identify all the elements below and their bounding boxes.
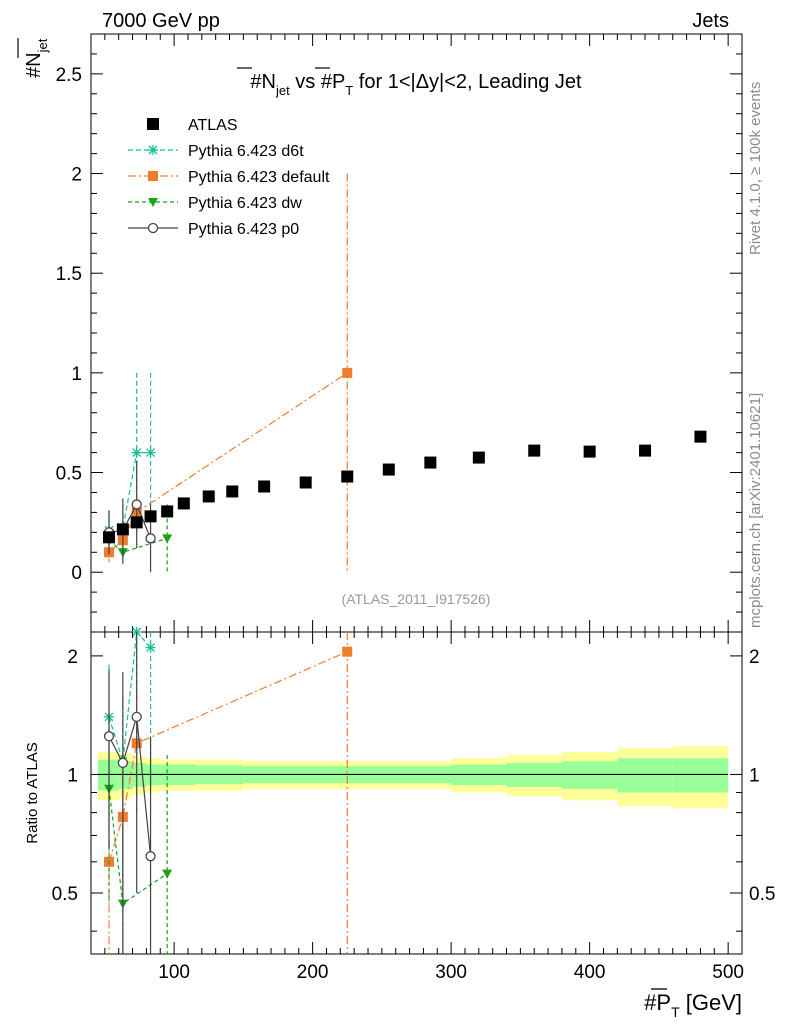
atlas-data-point <box>226 485 239 498</box>
legend-marker <box>148 171 158 181</box>
y-tick-label: 1 <box>71 364 82 385</box>
x-label-part-a: #P <box>644 990 671 1015</box>
atlas-data-point <box>299 476 312 489</box>
x-tick-label: 100 <box>158 962 190 983</box>
atlas-data-point <box>116 523 129 536</box>
x-label-part-b: [GeV] <box>680 990 742 1015</box>
atlas-data-point <box>528 444 541 457</box>
x-tick-label: 300 <box>435 962 467 983</box>
ratio-point <box>145 642 156 653</box>
ratio-plot-area <box>97 627 729 954</box>
atlas-data-point <box>424 456 437 469</box>
ratio-y-tick-label: 0.5 <box>52 884 78 905</box>
ratio-band-stat <box>617 758 673 793</box>
title-part-b: vs #P <box>290 71 346 93</box>
legend-label: Pythia 6.423 default <box>188 169 330 186</box>
atlas-data-point <box>144 510 157 523</box>
ratio-y-tick-label-right: 1 <box>749 765 760 786</box>
atlas-data-point <box>694 430 707 443</box>
atlas-data-point <box>472 451 485 464</box>
atlas-data-point <box>258 480 271 493</box>
legend-marker-atlas <box>147 118 159 130</box>
legend-marker <box>148 198 158 207</box>
legend-label: Pythia 6.423 p0 <box>188 221 299 238</box>
atlas-data-point <box>130 516 143 529</box>
ratio-band-stat <box>97 759 119 791</box>
y-tick-label: 1.5 <box>56 264 82 285</box>
ratio-y-tick-label: 2 <box>67 647 78 668</box>
y-label-sub: jet <box>35 38 50 53</box>
ratio-y-label: Ratio to ATLAS <box>24 742 41 843</box>
series-line <box>108 452 151 531</box>
legend-label: Pythia 6.423 dw <box>188 195 302 212</box>
atlas-data-point <box>639 444 652 457</box>
series-point <box>145 447 156 458</box>
x-axis-label: #PT [GeV] <box>644 990 742 1020</box>
legend-marker <box>147 222 159 234</box>
rivet-label: Rivet 4.1.0, ≥ 100k events <box>747 82 764 255</box>
ratio-series-line <box>108 788 168 905</box>
atlas-data-point <box>177 497 190 510</box>
atlas-data-point <box>161 505 174 518</box>
x-tick-label: 200 <box>297 962 329 983</box>
title-part-a: #N <box>250 71 276 93</box>
x-tick-label: 400 <box>574 962 606 983</box>
ratio-band-stat <box>672 758 729 793</box>
ratio-series-line <box>108 651 348 862</box>
chart-title: #Njet vs #PT for 1<|Δy|<2, Leading Jet <box>250 71 582 98</box>
y-label-part-a: #N <box>23 52 45 78</box>
ratio-point <box>117 757 129 769</box>
legend-label: Pythia 6.423 d6t <box>188 143 304 160</box>
atlas-data-point <box>202 490 215 503</box>
y-tick-label: 2 <box>71 165 82 186</box>
x-tick-label: 500 <box>712 962 744 983</box>
ratio-series-line <box>108 716 152 857</box>
header-left: 7000 GeV pp <box>102 10 220 32</box>
title-sub-b: T <box>345 83 353 98</box>
ratio-point <box>162 869 173 879</box>
ratio-point <box>131 711 142 723</box>
series-point <box>145 533 156 544</box>
atlas-data-point <box>103 531 116 544</box>
series-line <box>108 372 348 553</box>
atlas-data-point <box>382 463 395 476</box>
legend-label: ATLAS <box>188 117 238 134</box>
ratio-point <box>103 731 115 742</box>
ratio-point <box>145 851 156 862</box>
main-axes: 0 0.5 1 1.5 2 2.5 <box>56 33 742 633</box>
header-right: Jets <box>692 10 729 32</box>
title-sub-a: jet <box>275 83 290 98</box>
analysis-id: (ATLAS_2011_I917526) <box>342 591 491 607</box>
legend-marker <box>148 145 158 155</box>
y-tick-label: 0 <box>71 563 82 584</box>
ratio-axes: 100 200 300 400 500 0.5 0.5 1 1 2 2 <box>52 632 775 983</box>
series-point <box>162 534 173 544</box>
atlas-data-point <box>583 445 596 458</box>
y-tick-label: 2.5 <box>56 65 82 86</box>
atlas-data-point <box>341 470 354 483</box>
ratio-y-tick-label-right: 2 <box>749 647 760 668</box>
y-tick-label: 0.5 <box>56 464 82 485</box>
main-plot-area <box>103 173 707 573</box>
legend: ATLAS Pythia 6.423 d6t Pythia 6.423 defaul… <box>128 117 330 238</box>
ratio-y-tick-label: 1 <box>67 765 78 786</box>
series-point <box>342 367 353 378</box>
series-point <box>131 447 142 458</box>
ratio-panel-frame <box>90 631 743 955</box>
y-axis-label: #Njet <box>23 38 50 78</box>
series-point <box>131 499 142 510</box>
ratio-point <box>342 646 353 657</box>
ratio-y-tick-label-right: 0.5 <box>749 884 775 905</box>
mcplots-label: mcplots.cern.ch [arXiv:2401.10621] <box>747 393 764 628</box>
title-part-c: for 1<|Δy|<2, Leading Jet <box>353 71 582 93</box>
ratio-series-line <box>108 630 152 762</box>
series-line <box>108 503 152 539</box>
x-label-sub: T <box>671 1004 680 1020</box>
